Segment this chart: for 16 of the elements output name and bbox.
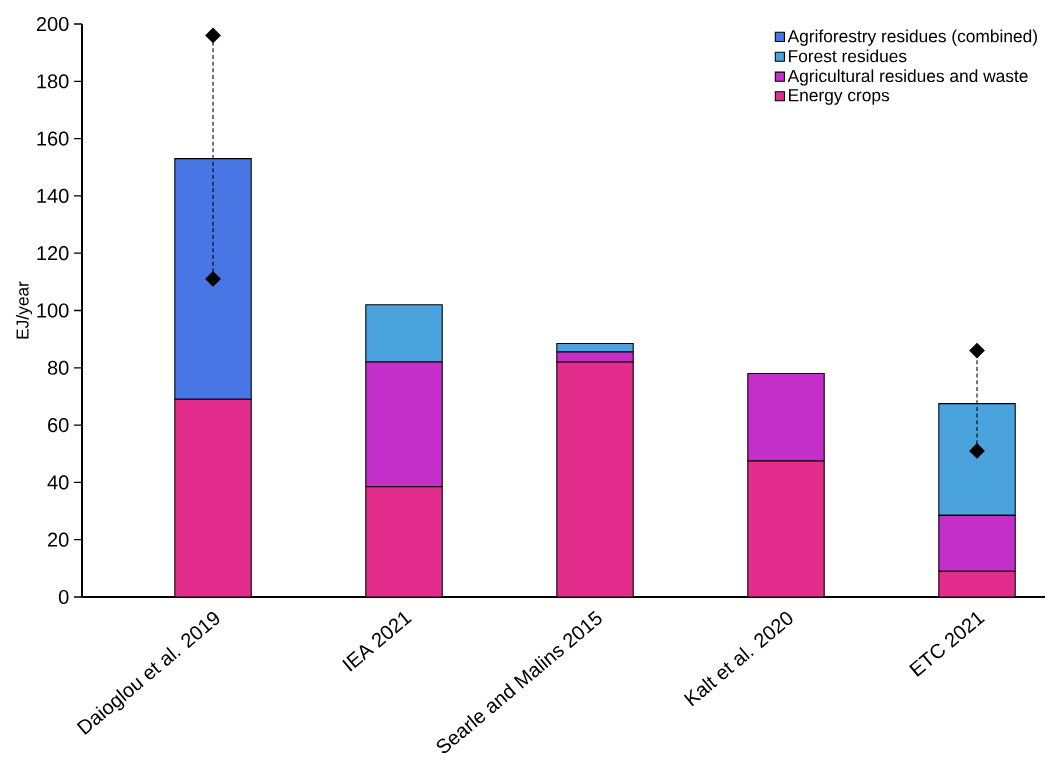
y-tick-label: 80 [47,360,69,375]
y-tick-label: 60 [48,418,69,433]
y-tick-label: 40 [47,475,69,490]
y-tick-label: 120 [37,246,69,261]
y-tick-label: 200 [36,16,69,32]
legend-label: Energy crops [789,89,890,105]
legend-label: Agricultural residues and waste [787,69,1028,86]
y-axis-title: EJ/year [15,281,33,339]
legend-label: Forest residues [789,49,907,63]
y-tick-label: 160 [37,131,69,146]
y-tick-label: 0 [58,589,69,605]
y-tick-label: 20 [48,532,69,547]
legend-label: Agriforestry residues (combined) [787,29,1037,46]
y-tick-label: 100 [37,303,69,318]
y-tick-label: 140 [37,188,69,203]
y-tick-label: 180 [37,74,69,89]
